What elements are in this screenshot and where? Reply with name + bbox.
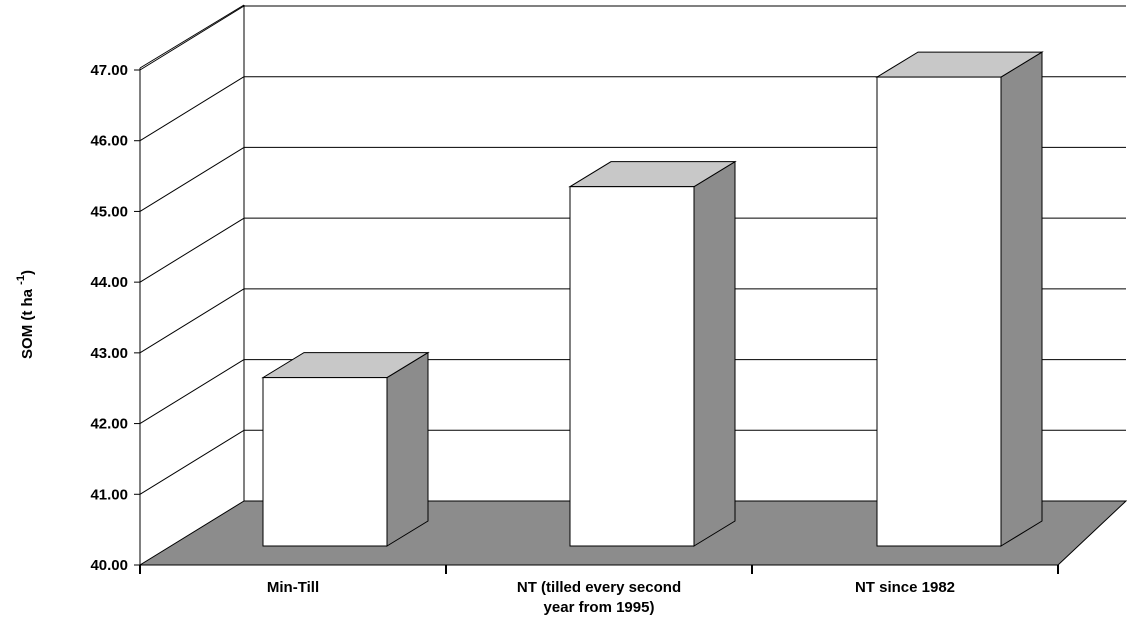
bar: [568, 160, 737, 547]
x-category-label-line: NT (tilled every second: [517, 579, 681, 596]
bar-side-face: [1000, 51, 1043, 547]
y-tick-label: 45.00: [90, 203, 128, 220]
y-tick-label: 47.00: [90, 62, 128, 79]
y-tick-label: 43.00: [90, 345, 128, 362]
axes-layer: [134, 68, 1059, 574]
side-wall-top-edge: [139, 4, 245, 69]
y-tick-label: 46.00: [90, 133, 128, 150]
y-axis-title-main: SOM (t ha: [19, 285, 36, 359]
bar-front-face: [569, 186, 695, 547]
labels-layer: 40.00 41.00 42.00 43.00 44.00 45.00 46.00 47.00…: [15, 62, 955, 616]
y-axis-title-close: ): [19, 270, 36, 275]
side-gridline: [139, 76, 245, 142]
x-category-label-line: Min-Till: [267, 579, 319, 596]
side-gridline: [139, 5, 245, 71]
side-gridline: [139, 147, 245, 212]
bar-side-face: [386, 351, 429, 547]
side-gridline: [139, 429, 245, 495]
x-category-label: NT since 1982: [855, 579, 955, 596]
x-category-label: NT (tilled every second year from 1995): [517, 579, 681, 616]
bar-side-face: [693, 160, 736, 547]
side-gridline: [139, 359, 245, 424]
y-tick-label: 42.00: [90, 416, 128, 433]
y-axis-title: SOM (t ha -1): [15, 270, 36, 359]
bar-front-face: [262, 377, 388, 547]
y-tick-label: 41.00: [90, 486, 128, 503]
bars-layer: [261, 51, 1044, 547]
bar: [261, 351, 430, 547]
y-tick-label: 40.00: [90, 557, 128, 574]
side-gridline: [139, 288, 245, 354]
bar-front-face: [876, 76, 1002, 547]
y-axis-title-superscript: -1: [15, 275, 27, 285]
bar: [875, 51, 1044, 547]
y-tick-label: 44.00: [90, 274, 128, 291]
x-category-label: Min-Till: [267, 579, 319, 596]
x-category-label-line: NT since 1982: [855, 579, 955, 596]
side-gridline: [139, 217, 245, 283]
x-category-label-line: year from 1995): [544, 599, 655, 616]
